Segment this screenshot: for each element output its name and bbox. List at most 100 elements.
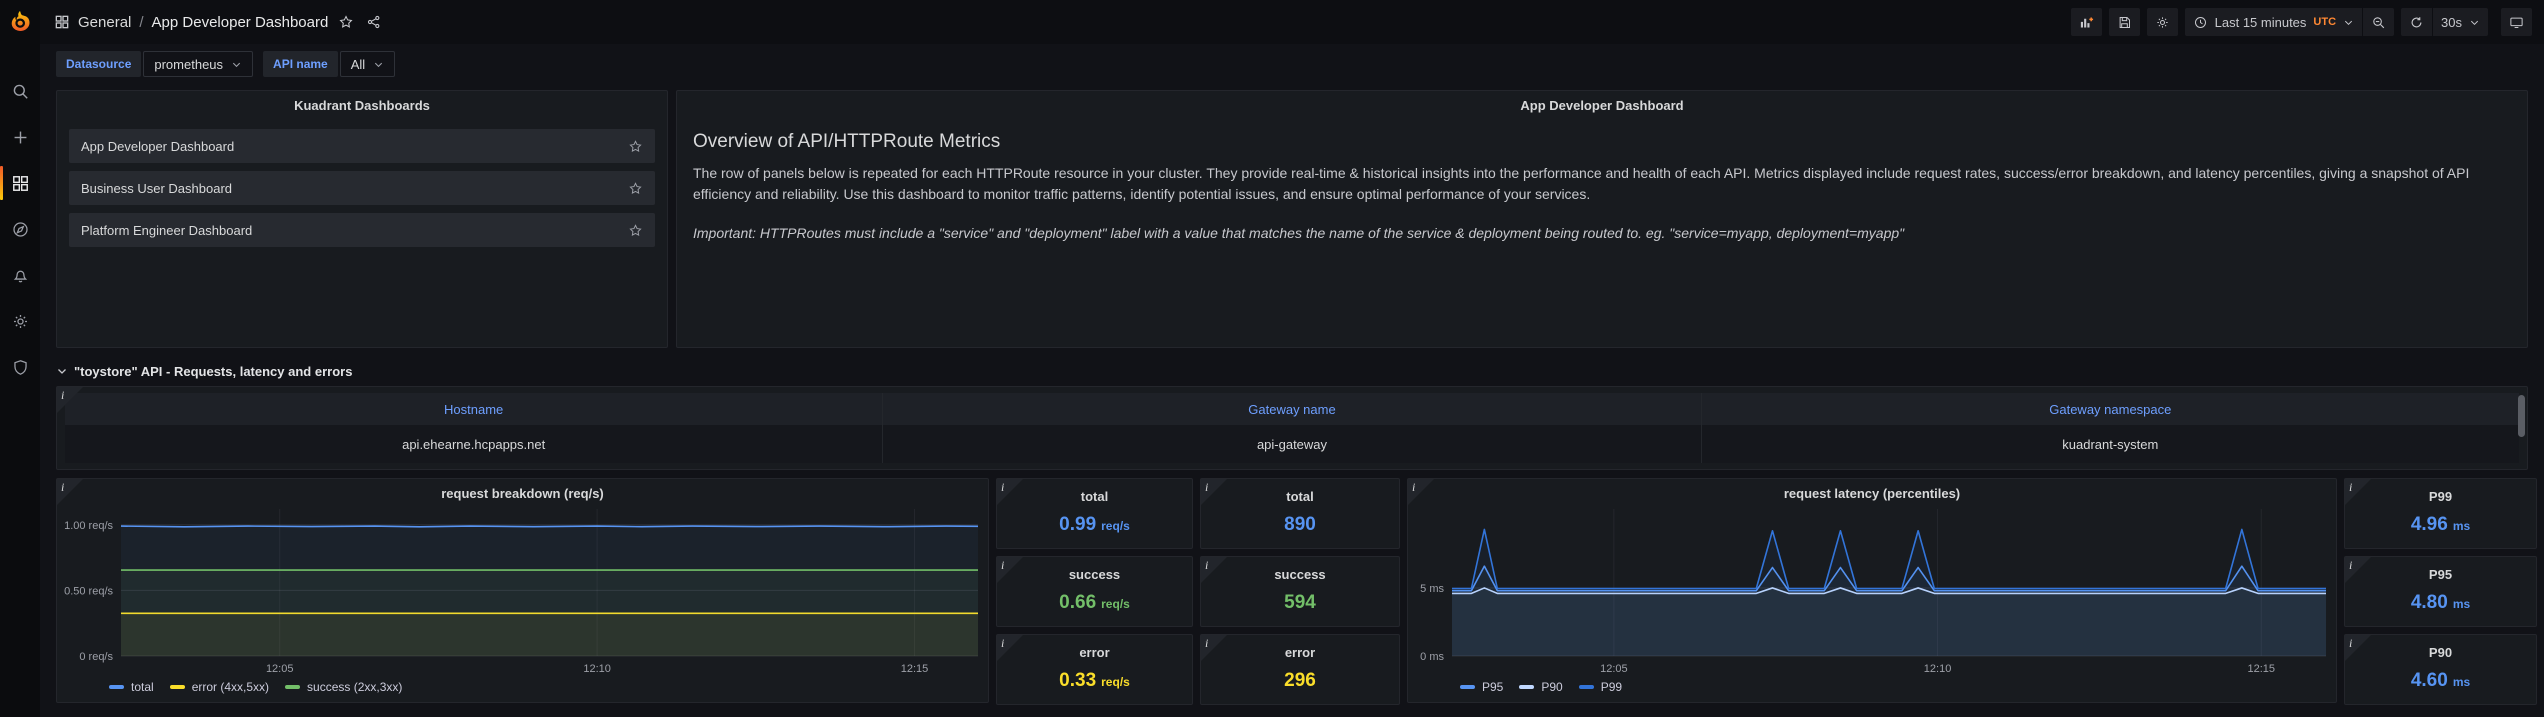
stat-value: 0.33 req/s xyxy=(1059,670,1130,692)
shield-icon xyxy=(11,358,30,377)
column-header-gateway-name[interactable]: Gateway name xyxy=(883,393,1700,425)
dashboard-settings-button[interactable] xyxy=(2147,8,2178,36)
svg-text:5 ms: 5 ms xyxy=(1420,583,1444,595)
row-title: "toystore" API - Requests, latency and e… xyxy=(74,364,352,379)
main-column: General / App Developer Dashboard xyxy=(40,0,2544,717)
grafana-logo[interactable] xyxy=(0,0,40,44)
add-panel-button[interactable] xyxy=(2071,8,2102,36)
legend-swatch xyxy=(1460,685,1475,689)
stat-title: total xyxy=(1286,489,1313,504)
datasource-value: prometheus xyxy=(154,57,223,72)
legend-label: error (4xx,5xx) xyxy=(192,680,269,694)
sidebar-item-alerting[interactable] xyxy=(0,252,40,298)
zoom-out-time-button[interactable] xyxy=(2363,8,2394,36)
legend-item-p99[interactable]: P99 xyxy=(1579,680,1622,694)
stat-title: success xyxy=(1069,567,1120,582)
table-col-gateway-namespace: Gateway namespace kuadrant-system xyxy=(1701,393,2519,463)
breadcrumb-dashboard-title[interactable]: App Developer Dashboard xyxy=(152,14,329,31)
list-item-app-developer-dashboard[interactable]: App Developer Dashboard xyxy=(69,129,655,163)
share-icon xyxy=(366,14,382,30)
panel-title: App Developer Dashboard xyxy=(693,91,2511,113)
stat-title: error xyxy=(1079,645,1109,660)
request-breakdown-chart[interactable]: 12:0512:1012:150 req/s0.50 req/s1.00 req… xyxy=(57,501,988,678)
legend-item-total[interactable]: total xyxy=(109,680,154,694)
bell-icon xyxy=(11,266,30,285)
legend-item-p90[interactable]: P90 xyxy=(1519,680,1562,694)
api-name-select[interactable]: All xyxy=(340,51,395,77)
legend-label: total xyxy=(131,680,154,694)
refresh-button[interactable] xyxy=(2401,8,2432,36)
svg-text:1.00 req/s: 1.00 req/s xyxy=(64,520,113,532)
column-header-hostname[interactable]: Hostname xyxy=(65,393,882,425)
star-icon[interactable] xyxy=(628,223,643,238)
list-item-business-user-dashboard[interactable]: Business User Dashboard xyxy=(69,171,655,205)
stat-value: 4.60 ms xyxy=(2411,670,2470,692)
table-scrollbar[interactable] xyxy=(2518,395,2525,437)
star-icon[interactable] xyxy=(628,181,643,196)
rate-stats-column: i total 0.99 req/s i success 0.66 req/s xyxy=(996,478,1193,717)
refresh-interval-picker[interactable]: 30s xyxy=(2433,8,2488,36)
sidebar-item-explore[interactable] xyxy=(0,206,40,252)
grafana-logo-icon xyxy=(7,9,33,35)
legend-label: P90 xyxy=(1541,680,1562,694)
save-icon xyxy=(2117,15,2132,30)
stat-p95-latency: i P95 4.80 ms xyxy=(2344,556,2537,627)
datasource-label: Datasource xyxy=(56,51,141,77)
stat-total-rate: i total 0.99 req/s xyxy=(996,478,1193,549)
legend-item-success[interactable]: success (2xx,3xx) xyxy=(285,680,402,694)
row-toggle-toystore-api[interactable]: "toystore" API - Requests, latency and e… xyxy=(56,358,2528,384)
panel-info-icon[interactable]: i xyxy=(1201,479,1227,505)
list-item-platform-engineer-dashboard[interactable]: Platform Engineer Dashboard xyxy=(69,213,655,247)
stat-value: 4.96 ms xyxy=(2411,514,2470,536)
panel-info-icon[interactable]: i xyxy=(2345,557,2371,583)
legend-label: P99 xyxy=(1601,680,1622,694)
legend-swatch xyxy=(1579,685,1594,689)
search-icon xyxy=(11,82,30,101)
breadcrumb-folder[interactable]: General xyxy=(78,14,131,31)
chevron-down-icon xyxy=(56,365,68,377)
panel-info-icon[interactable]: i xyxy=(997,557,1023,583)
api-name-label: API name xyxy=(263,51,338,77)
dashboard-link-label: Platform Engineer Dashboard xyxy=(81,223,252,238)
svg-text:12:05: 12:05 xyxy=(1600,663,1628,675)
panel-info-icon[interactable]: i xyxy=(997,635,1023,661)
share-dashboard-button[interactable] xyxy=(364,12,384,32)
datasource-select[interactable]: prometheus xyxy=(143,51,253,77)
panel-info-icon[interactable]: i xyxy=(1201,635,1227,661)
legend-item-error[interactable]: error (4xx,5xx) xyxy=(170,680,269,694)
legend-item-p95[interactable]: P95 xyxy=(1460,680,1503,694)
panel-info-icon[interactable]: i xyxy=(2345,479,2371,505)
sidebar-item-create[interactable] xyxy=(0,114,40,160)
compass-icon xyxy=(11,220,30,239)
overview-note: Important: HTTPRoutes must include a "se… xyxy=(693,223,2511,244)
refresh-interval-label: 30s xyxy=(2441,15,2462,30)
panel-info-icon[interactable]: i xyxy=(997,479,1023,505)
zoom-out-icon xyxy=(2371,15,2386,30)
chevron-down-icon xyxy=(231,59,242,70)
column-header-gateway-namespace[interactable]: Gateway namespace xyxy=(1702,393,2519,425)
panel-info-icon[interactable]: i xyxy=(2345,635,2371,661)
sidebar-item-server-admin[interactable] xyxy=(0,344,40,390)
legend-label: success (2xx,3xx) xyxy=(307,680,402,694)
panel-info-icon[interactable]: i xyxy=(1201,557,1227,583)
gear-icon xyxy=(11,312,30,331)
dashboards-grid-icon xyxy=(11,174,30,193)
star-icon[interactable] xyxy=(628,139,643,154)
stat-total-count: i total 890 xyxy=(1200,478,1400,549)
time-range-picker[interactable]: Last 15 minutes UTC xyxy=(2185,8,2362,36)
variables-bar: Datasource prometheus API name All xyxy=(40,44,2544,84)
favorite-dashboard-button[interactable] xyxy=(336,12,356,32)
request-breakdown-chart-panel: i request breakdown (req/s) 12:0512:1012… xyxy=(56,478,989,703)
stat-title: P99 xyxy=(2429,489,2452,504)
sidebar-item-search[interactable] xyxy=(0,68,40,114)
overview-heading: Overview of API/HTTPRoute Metrics xyxy=(693,131,2511,153)
stat-p90-latency: i P90 4.60 ms xyxy=(2344,634,2537,705)
stat-value: 0.66 req/s xyxy=(1059,592,1130,614)
request-latency-chart[interactable]: 12:0512:1012:150 ms5 ms xyxy=(1408,501,2336,678)
sidebar-item-dashboards[interactable] xyxy=(0,160,40,206)
save-dashboard-button[interactable] xyxy=(2109,8,2140,36)
api-info-table: Hostname api.ehearne.hcpapps.net Gateway… xyxy=(65,393,2519,463)
stat-title: P95 xyxy=(2429,567,2452,582)
sidebar-item-configuration[interactable] xyxy=(0,298,40,344)
cycle-view-mode-button[interactable] xyxy=(2501,8,2532,36)
